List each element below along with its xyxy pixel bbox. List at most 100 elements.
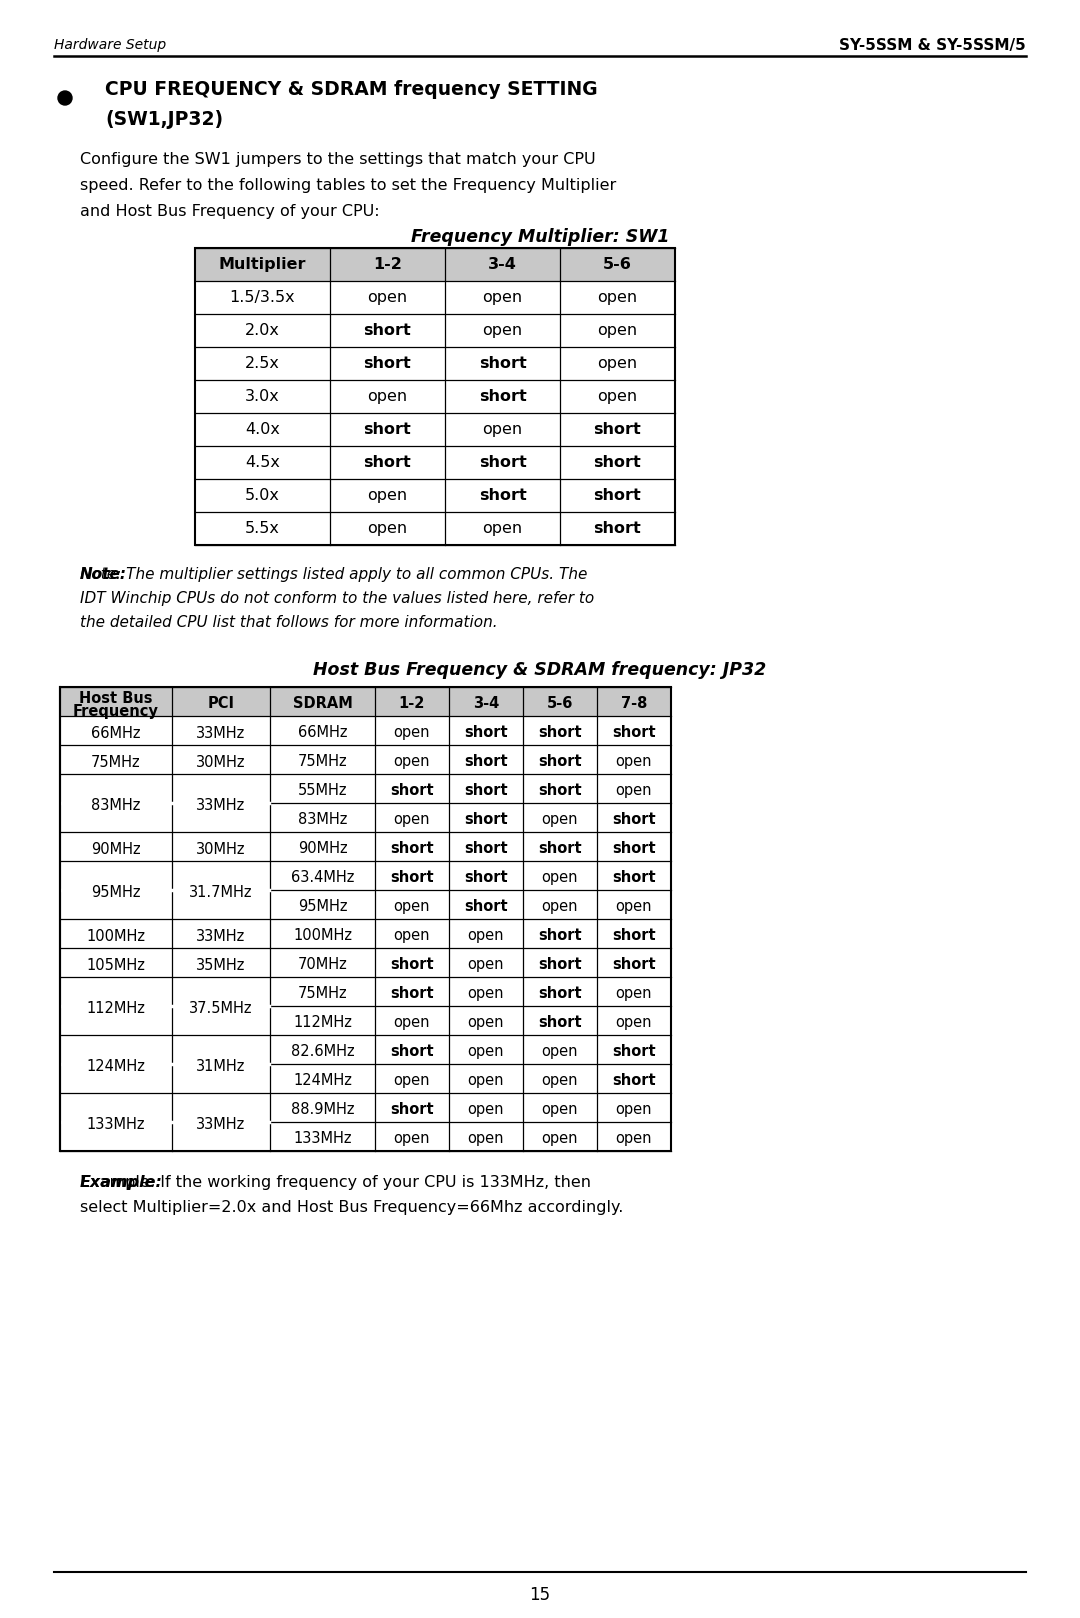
Text: 88.9MHz: 88.9MHz — [291, 1102, 354, 1116]
Text: 83MHz: 83MHz — [298, 812, 347, 827]
Text: 5-6: 5-6 — [546, 696, 573, 710]
Text: short: short — [538, 783, 582, 798]
Text: short: short — [612, 725, 656, 739]
Text: short: short — [538, 956, 582, 972]
Text: SY-5SSM & SY-5SSM/5: SY-5SSM & SY-5SSM/5 — [839, 37, 1026, 53]
Text: short: short — [594, 489, 642, 503]
Text: open: open — [468, 1131, 504, 1146]
Text: open: open — [394, 725, 430, 739]
Text: 90MHz: 90MHz — [298, 841, 348, 856]
Text: 30MHz: 30MHz — [197, 754, 246, 770]
Text: open: open — [616, 900, 652, 914]
Text: open: open — [468, 1044, 504, 1060]
Text: 37.5MHz: 37.5MHz — [189, 1002, 253, 1016]
Text: short: short — [364, 324, 411, 338]
Text: open: open — [394, 900, 430, 914]
Text: short: short — [538, 985, 582, 1002]
Text: Note: The multiplier settings listed apply to all common CPUs. The: Note: The multiplier settings listed app… — [80, 566, 588, 582]
Text: short: short — [594, 422, 642, 437]
Text: short: short — [464, 725, 508, 739]
Text: open: open — [616, 1102, 652, 1116]
Text: open: open — [394, 1014, 430, 1031]
Text: short: short — [464, 900, 508, 914]
Text: 2.5x: 2.5x — [245, 356, 280, 371]
Text: short: short — [364, 455, 411, 469]
Text: 55MHz: 55MHz — [298, 783, 348, 798]
Text: open: open — [394, 929, 430, 943]
Text: 2.0x: 2.0x — [245, 324, 280, 338]
Text: short: short — [478, 489, 526, 503]
Bar — [60, 688, 671, 1150]
Text: short: short — [612, 1073, 656, 1087]
Text: open: open — [468, 1102, 504, 1116]
Text: short: short — [478, 388, 526, 404]
Text: Frequency Multiplier: SW1: Frequency Multiplier: SW1 — [410, 228, 670, 246]
Text: open: open — [616, 783, 652, 798]
Text: short: short — [390, 956, 434, 972]
Text: short: short — [478, 356, 526, 371]
Text: SDRAM: SDRAM — [293, 696, 352, 710]
Text: open: open — [394, 1131, 430, 1146]
Text: the detailed CPU list that follows for more information.: the detailed CPU list that follows for m… — [80, 615, 498, 629]
Text: short: short — [464, 870, 508, 885]
Bar — [60, 688, 671, 717]
Text: Example:: Example: — [80, 1175, 163, 1189]
Text: open: open — [597, 324, 637, 338]
Text: open: open — [468, 956, 504, 972]
Text: open: open — [542, 812, 578, 827]
Text: short: short — [538, 929, 582, 943]
Text: open: open — [394, 1073, 430, 1087]
Text: 95MHz: 95MHz — [91, 885, 140, 900]
Text: short: short — [390, 870, 434, 885]
Text: open: open — [597, 290, 637, 306]
Text: open: open — [616, 1014, 652, 1031]
Text: 3.0x: 3.0x — [245, 388, 280, 404]
Text: short: short — [538, 754, 582, 769]
Text: (SW1,JP32): (SW1,JP32) — [105, 110, 224, 129]
Text: 15: 15 — [529, 1586, 551, 1603]
Text: 1-2: 1-2 — [373, 257, 402, 272]
Text: Frequency: Frequency — [73, 704, 159, 718]
Text: short: short — [538, 1014, 582, 1031]
Text: 75MHz: 75MHz — [298, 985, 348, 1002]
Text: short: short — [464, 812, 508, 827]
Text: open: open — [483, 422, 523, 437]
Text: open: open — [367, 290, 407, 306]
Text: open: open — [468, 985, 504, 1002]
Text: short: short — [390, 1044, 434, 1060]
Text: open: open — [542, 1044, 578, 1060]
Text: 124MHz: 124MHz — [293, 1073, 352, 1087]
Text: and Host Bus Frequency of your CPU:: and Host Bus Frequency of your CPU: — [80, 204, 380, 218]
Text: short: short — [464, 754, 508, 769]
Text: CPU FREQUENCY & SDRAM frequency SETTING: CPU FREQUENCY & SDRAM frequency SETTING — [105, 79, 597, 99]
Text: 66MHz: 66MHz — [298, 725, 348, 739]
Text: short: short — [464, 783, 508, 798]
Text: short: short — [612, 870, 656, 885]
Text: 112MHz: 112MHz — [293, 1014, 352, 1031]
Text: short: short — [612, 956, 656, 972]
Text: short: short — [594, 455, 642, 469]
Text: 4.5x: 4.5x — [245, 455, 280, 469]
Text: short: short — [478, 455, 526, 469]
Text: 90MHz: 90MHz — [91, 841, 140, 856]
Text: short: short — [390, 841, 434, 856]
Text: speed. Refer to the following tables to set the Frequency Multiplier: speed. Refer to the following tables to … — [80, 178, 617, 193]
Text: 83MHz: 83MHz — [92, 798, 140, 812]
Text: open: open — [542, 1102, 578, 1116]
Text: 33MHz: 33MHz — [197, 725, 245, 741]
Text: Hardware Setup: Hardware Setup — [54, 37, 166, 52]
Text: short: short — [594, 521, 642, 536]
Text: 100MHz: 100MHz — [293, 929, 352, 943]
Text: Example: If the working frequency of your CPU is 133MHz, then: Example: If the working frequency of you… — [80, 1175, 591, 1189]
Bar — [195, 248, 675, 545]
Text: open: open — [616, 985, 652, 1002]
Text: short: short — [464, 841, 508, 856]
Text: short: short — [390, 1102, 434, 1116]
Text: 33MHz: 33MHz — [197, 929, 245, 943]
Text: Host Bus Frequency & SDRAM frequency: JP32: Host Bus Frequency & SDRAM frequency: JP… — [313, 662, 767, 680]
Text: open: open — [483, 521, 523, 536]
Text: open: open — [542, 1073, 578, 1087]
Text: 31.7MHz: 31.7MHz — [189, 885, 253, 900]
Text: 31MHz: 31MHz — [197, 1060, 245, 1074]
Text: short: short — [364, 356, 411, 371]
